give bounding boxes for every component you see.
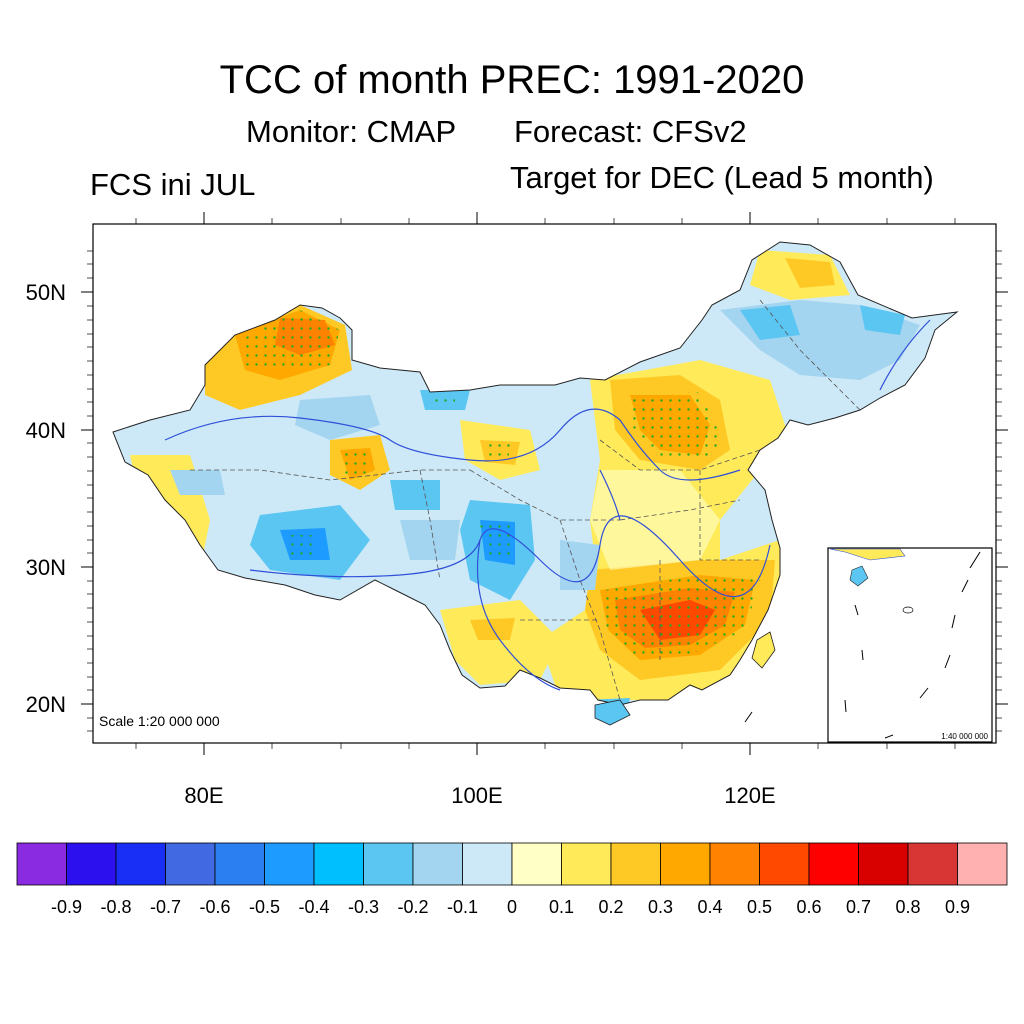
- colorbar-box: [16, 842, 67, 886]
- colorbar-box: [115, 842, 166, 886]
- lon-label-120e: 120E: [724, 783, 775, 808]
- lat-label-30n: 30N: [26, 555, 66, 580]
- colorbar-box: [808, 842, 859, 886]
- colorbar-box: [709, 842, 760, 886]
- colorbar-box: [214, 842, 265, 886]
- colorbar-box: [858, 842, 909, 886]
- inset-scale-text: 1:40 000 000: [941, 732, 988, 741]
- colorbar-label: -0.2: [397, 897, 428, 917]
- monitor-subtitle: Monitor: CMAP: [246, 114, 457, 149]
- nine-dash-mark: [744, 711, 753, 723]
- colorbar-label: -0.5: [249, 897, 280, 917]
- colorbar-label: -0.8: [100, 897, 131, 917]
- colorbar-label: -0.3: [348, 897, 379, 917]
- lat-label-20n: 20N: [26, 692, 66, 717]
- colorbar-label: 0.1: [549, 897, 574, 917]
- colorbar-box: [363, 842, 414, 886]
- axis-ticks: [81, 212, 1008, 755]
- forecast-subtitle: Forecast: CFSv2: [514, 114, 747, 149]
- minor-ticks: [87, 218, 1002, 749]
- colorbar-box: [660, 842, 711, 886]
- colorbar-box: [511, 842, 562, 886]
- colorbar-label: 0.7: [846, 897, 871, 917]
- lat-label-40n: 40N: [26, 418, 66, 443]
- chart-title: TCC of month PREC: 1991-2020: [219, 58, 805, 102]
- initialization-label: FCS ini JUL: [90, 167, 256, 202]
- lon-label-100e: 100E: [451, 783, 502, 808]
- rivers: [164, 319, 931, 691]
- lon-label-80e: 80E: [184, 783, 223, 808]
- colorbar-labels: -0.9 -0.8 -0.7 -0.6 -0.5 -0.4 -0.3 -0.2 -0.1 0 0.1…: [51, 897, 970, 917]
- colorbar-label: 0.2: [598, 897, 623, 917]
- colorbar-box: [264, 842, 315, 886]
- hainan: [594, 699, 631, 726]
- colorbar-box: [759, 842, 810, 886]
- colorbar-box: [412, 842, 463, 886]
- colorbar-label: 0.6: [796, 897, 821, 917]
- colorbar-label: 0: [507, 897, 517, 917]
- lat-label-50n: 50N: [26, 280, 66, 305]
- country-outline: [112, 241, 959, 706]
- map-scale-text: Scale 1:20 000 000: [99, 713, 220, 729]
- colorbar-label: 0.4: [697, 897, 722, 917]
- province-borders: [190, 299, 861, 701]
- colorbar-label: -0.4: [298, 897, 329, 917]
- colorbar-box: [462, 842, 513, 886]
- colorbar-label: 0.5: [747, 897, 772, 917]
- south-china-sea-inset: 1:40 000 000: [827, 547, 993, 743]
- taiwan: [751, 631, 776, 669]
- colorbar-box: [957, 842, 1008, 886]
- colorbar-label: -0.9: [51, 897, 82, 917]
- colorbar-label: -0.7: [150, 897, 181, 917]
- colorbar-box: [561, 842, 612, 886]
- colorbar-label: 0.9: [945, 897, 970, 917]
- colorbar-box: [313, 842, 364, 886]
- colorbar-label: 0.3: [648, 897, 673, 917]
- colorbar-label: -0.1: [447, 897, 478, 917]
- colorbar-boxes: [16, 842, 1008, 886]
- colorbar-label: 0.8: [895, 897, 920, 917]
- colorbar-box: [610, 842, 661, 886]
- colorbar-box: [907, 842, 958, 886]
- colorbar-box: [66, 842, 117, 886]
- colorbar-box: [165, 842, 216, 886]
- colorbar-label: -0.6: [199, 897, 230, 917]
- target-label: Target for DEC (Lead 5 month): [510, 160, 934, 195]
